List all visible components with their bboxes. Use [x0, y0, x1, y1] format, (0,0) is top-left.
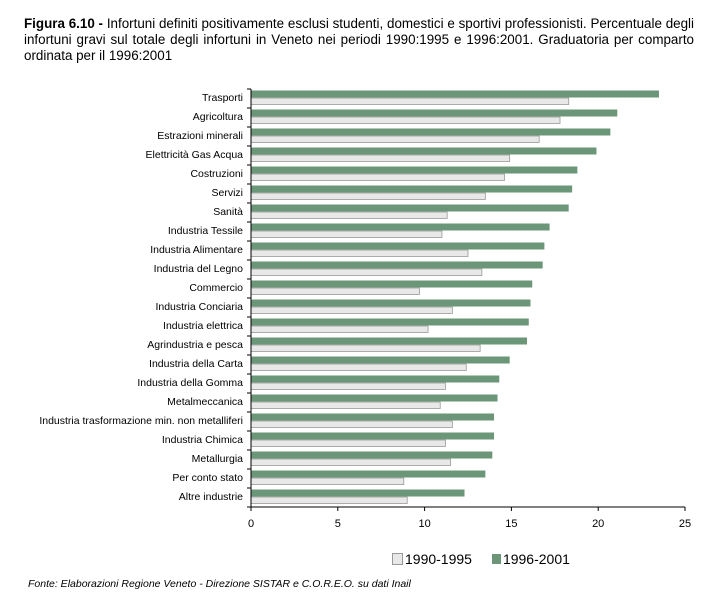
- bar-1990-1995: [250, 420, 453, 428]
- legend-label: 1990-1995: [405, 551, 472, 567]
- bar-1996-2001: [251, 128, 611, 136]
- bar-1996-2001: [251, 432, 495, 440]
- bar-1990-1995: [250, 192, 486, 200]
- bar-1996-2001: [251, 223, 550, 231]
- bar-1990-1995: [250, 477, 405, 485]
- category-label: Industria trasformazione min. non metall…: [39, 415, 243, 427]
- bar-1996-2001: [251, 299, 531, 307]
- bar-1996-2001: [251, 204, 569, 212]
- legend-item-1996-2001: 1996-2001: [491, 551, 570, 567]
- category-label: Servizi: [211, 187, 243, 199]
- bar-1996-2001: [251, 90, 659, 98]
- bar-1996-2001: [251, 261, 543, 269]
- bar-1996-2001: [251, 242, 545, 250]
- bar-1996-2001: [251, 451, 493, 459]
- category-label: Industria Alimentare: [150, 244, 243, 256]
- bar-1990-1995: [250, 230, 443, 238]
- category-label: Industria della Carta: [149, 358, 243, 370]
- bar-1990-1995: [250, 287, 420, 295]
- bar-1990-1995: [250, 173, 505, 181]
- bar-1996-2001: [251, 489, 465, 497]
- bar-1996-2001: [251, 318, 529, 326]
- caption-label: Figura 6.10 -: [24, 16, 104, 31]
- bar-1996-2001: [251, 185, 573, 193]
- category-label: Costruzioni: [190, 168, 243, 180]
- bar-1990-1995: [250, 458, 452, 466]
- category-label: Sanità: [213, 206, 243, 218]
- category-label: Metallurgia: [192, 453, 244, 465]
- bar-1990-1995: [250, 325, 429, 333]
- bar-1996-2001: [251, 280, 533, 288]
- category-label: Trasporti: [202, 92, 243, 104]
- bar-1996-2001: [251, 147, 597, 155]
- bar-1996-2001: [251, 470, 486, 478]
- bar-1990-1995: [250, 344, 481, 352]
- bar-1990-1995: [250, 211, 448, 219]
- category-label: Commercio: [189, 282, 243, 294]
- bar-1996-2001: [251, 394, 498, 402]
- category-label: Agrindustria e pesca: [147, 339, 243, 351]
- x-tick-label: 20: [592, 518, 604, 530]
- bar-1990-1995: [250, 116, 561, 124]
- legend-swatch: [392, 553, 403, 565]
- x-tick-label: 10: [418, 518, 430, 530]
- category-label: Industria Conciaria: [155, 301, 243, 313]
- bar-1996-2001: [251, 109, 618, 117]
- category-label: Metalmeccanica: [167, 396, 243, 408]
- category-label: Estrazioni minerali: [157, 130, 243, 142]
- bar-1990-1995: [250, 135, 540, 143]
- bar-1990-1995: [250, 382, 446, 390]
- bar-1996-2001: [251, 166, 578, 174]
- bar-1990-1995: [250, 496, 408, 504]
- category-label: Industria Tessile: [168, 225, 243, 237]
- x-tick-label: 25: [679, 518, 691, 530]
- figure-caption: Figura 6.10 - Infortuni definiti positiv…: [24, 16, 694, 64]
- category-label: Industria del Legno: [154, 263, 243, 275]
- x-tick-label: 5: [335, 518, 341, 530]
- category-label: Industria Chimica: [162, 434, 243, 446]
- source-note: Fonte: Elaborazioni Regione Veneto - Dir…: [28, 578, 411, 590]
- bar-1990-1995: [250, 97, 570, 105]
- bar-1990-1995: [250, 439, 446, 447]
- category-label: Industria elettrica: [163, 320, 243, 332]
- legend: 1990-1995 1996-2001: [392, 551, 570, 567]
- bar-1996-2001: [251, 356, 510, 364]
- bar-1996-2001: [251, 375, 500, 383]
- bar-1990-1995: [250, 363, 467, 371]
- legend-swatch: [491, 554, 501, 564]
- legend-item-1990-1995: 1990-1995: [392, 551, 472, 567]
- category-label: Per conto stato: [172, 472, 243, 484]
- caption-text: Infortuni definiti positivamente esclusi…: [24, 16, 694, 63]
- category-label: Altre industrie: [179, 491, 243, 503]
- bar-1990-1995: [250, 268, 483, 276]
- category-label: Agricoltura: [193, 111, 243, 123]
- x-tick-label: 0: [248, 518, 254, 530]
- bar-1996-2001: [251, 337, 528, 345]
- legend-label: 1996-2001: [502, 551, 570, 567]
- bar-1990-1995: [250, 306, 453, 314]
- category-label: Industria della Gomma: [137, 377, 243, 389]
- bar-1996-2001: [251, 413, 495, 421]
- category-label: Elettricità Gas Acqua: [146, 149, 244, 161]
- bar-1990-1995: [250, 249, 469, 257]
- bar-1990-1995: [250, 154, 511, 162]
- bar-1990-1995: [250, 401, 441, 409]
- x-tick-label: 15: [505, 518, 517, 530]
